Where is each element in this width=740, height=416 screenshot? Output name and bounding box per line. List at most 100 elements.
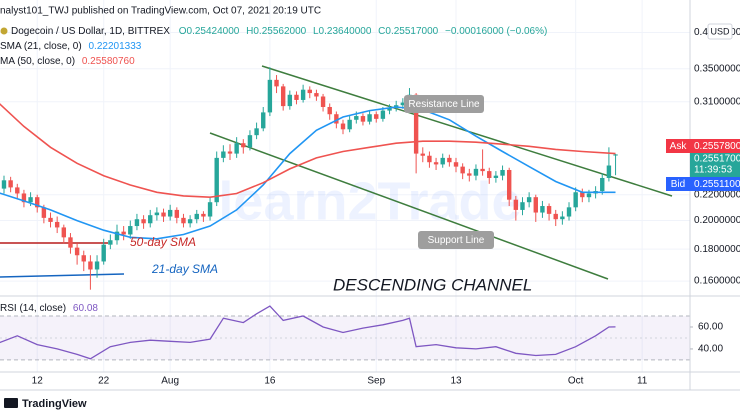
- y-tick-label: 60.00: [698, 322, 723, 333]
- brand-logo[interactable]: [4, 398, 18, 408]
- candle-body: [61, 227, 67, 238]
- candle-body: [580, 192, 585, 198]
- grid: [0, 0, 690, 372]
- x-tick-label: 16: [264, 376, 276, 387]
- legend-sma21: SMA (21, close, 0) 0.22201333: [0, 41, 142, 52]
- candle-body: [300, 89, 306, 100]
- countdown: 11:39:53: [694, 165, 733, 176]
- y-tick-label: 40.00: [698, 344, 723, 355]
- candle-body: [94, 261, 100, 270]
- candle-body: [360, 116, 366, 122]
- currency[interactable]: USD: [710, 26, 730, 36]
- legend-rsi-value: 60.08: [73, 303, 98, 314]
- candle-body: [606, 165, 612, 178]
- x-tick-label: 22: [98, 376, 110, 387]
- support-horizontal-line: [0, 273, 125, 278]
- candle-body: [194, 213, 199, 220]
- publisher: nalyst101_TWJ published on TradingView.c…: [0, 6, 321, 17]
- candle-body: [267, 79, 273, 113]
- legend-sma50-value: 0.25580760: [82, 56, 135, 67]
- candle-body: [154, 212, 160, 216]
- candle-body: [280, 86, 286, 107]
- candle-body: [367, 114, 372, 122]
- currency-box[interactable]: [707, 23, 733, 40]
- candle-body: [8, 180, 13, 188]
- watermark: learn2Trade: [218, 171, 521, 231]
- candle-body: [108, 240, 113, 245]
- brand[interactable]: TradingView: [22, 398, 87, 410]
- candle-body: [480, 168, 485, 172]
- candle-body: [387, 107, 392, 111]
- candle-body: [354, 116, 359, 120]
- candle-body: [506, 169, 512, 200]
- legend-sma21-value: 0.22201333: [88, 41, 141, 52]
- x-tick-label: 13: [450, 376, 462, 387]
- candle-body: [320, 96, 326, 107]
- candle-body: [148, 215, 153, 224]
- candle-body: [48, 217, 53, 222]
- candle-body: [261, 112, 266, 129]
- candle-body: [28, 197, 33, 203]
- legend-sma21-name: SMA (21, close, 0): [0, 41, 82, 52]
- candle-body: [294, 94, 299, 100]
- candle-body: [167, 209, 173, 217]
- candle-body: [187, 219, 193, 224]
- candle-body: [453, 162, 459, 167]
- bid-value: 0.25511000: [694, 179, 740, 190]
- candle-body: [440, 157, 445, 165]
- candle-body: [54, 221, 60, 228]
- candle-body: [334, 114, 339, 124]
- candle-body: [174, 209, 180, 218]
- rsi-line: [0, 305, 616, 360]
- ask-tag: [666, 139, 690, 153]
- legend-sma50: MA (50, close, 0) 0.25580760: [0, 56, 135, 67]
- candle-body: [41, 207, 47, 218]
- last-box: [690, 153, 740, 177]
- candle-body: [540, 206, 545, 213]
- candle-body: [15, 187, 20, 194]
- candle-body: [467, 173, 472, 176]
- annotation-resistance: Resistance Line: [408, 99, 480, 110]
- candle-body: [181, 217, 186, 224]
- candle-body: [134, 219, 140, 227]
- candle-body: [128, 226, 133, 235]
- candle-body: [420, 153, 425, 156]
- candle-body: [314, 93, 319, 97]
- sma-line: [0, 103, 616, 199]
- ohlc-change: −0.00016000 (−0.06%): [445, 26, 547, 37]
- candle-body: [586, 193, 592, 198]
- candle-body: [68, 237, 73, 248]
- bid-box: [690, 177, 740, 191]
- candle-body: [221, 151, 226, 158]
- x-tick-label: Aug: [161, 376, 179, 387]
- candle-body: [35, 197, 40, 208]
- legend-rsi-name: RSI (14, close): [0, 303, 66, 314]
- candle-body: [161, 212, 166, 217]
- sma-line: [0, 106, 616, 240]
- ask-label: Ask: [670, 141, 688, 152]
- candle-body: [287, 94, 293, 107]
- annotation-sma50: 50-day SMA: [130, 235, 196, 249]
- candle-body: [487, 171, 492, 178]
- candle-body: [121, 231, 126, 235]
- candle-body: [546, 206, 552, 214]
- candle-body: [214, 157, 219, 203]
- symbol-title: Dogecoin / US Dollar, 1D, BITTREX: [11, 26, 170, 37]
- candle-body: [500, 169, 505, 176]
- candle-body: [433, 162, 439, 165]
- candle-body: [74, 247, 80, 256]
- annotation-sma21: 21-day SMA: [151, 262, 218, 276]
- ask-box: [690, 139, 740, 153]
- resistance-box: [404, 95, 484, 113]
- candle-body: [493, 175, 499, 178]
- candle-body: [114, 231, 120, 241]
- candle-body: [340, 123, 346, 130]
- candle-body: [447, 157, 452, 163]
